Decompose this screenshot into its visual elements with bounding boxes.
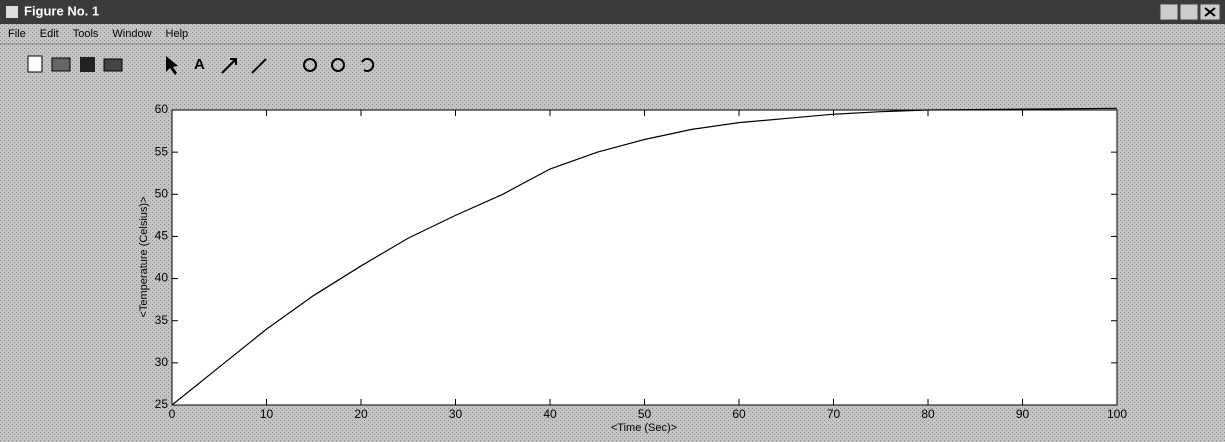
x-tick-label: 60 xyxy=(732,407,746,421)
window-buttons[interactable] xyxy=(1160,4,1220,20)
x-tick-label: 40 xyxy=(543,407,557,421)
x-tick-label: 50 xyxy=(638,407,652,421)
y-tick-label: 50 xyxy=(155,186,169,200)
x-tick-label: 0 xyxy=(169,407,176,421)
menu-item[interactable]: Window xyxy=(112,28,151,40)
maximize-button[interactable] xyxy=(1180,4,1198,20)
x-tick-label: 20 xyxy=(354,407,368,421)
plot-area xyxy=(172,110,1117,405)
y-axis-label: <Temperature (Celsius)> xyxy=(138,196,150,317)
y-tick-label: 30 xyxy=(155,355,169,369)
new-icon[interactable] xyxy=(28,56,42,72)
menu-item[interactable]: File xyxy=(8,28,26,40)
x-tick-label: 90 xyxy=(1016,407,1030,421)
x-tick-label: 80 xyxy=(921,407,935,421)
x-axis-label: <Time (Sec)> xyxy=(611,422,677,434)
window-canvas: Figure No. 1 File Edit Tools Window Help A <… xyxy=(0,0,1225,442)
open-icon[interactable] xyxy=(52,58,70,71)
y-tick-label: 40 xyxy=(155,271,169,285)
y-tick-label: 45 xyxy=(155,229,169,243)
print-icon[interactable] xyxy=(104,59,122,71)
save-icon[interactable] xyxy=(80,57,95,72)
y-tick-label: 25 xyxy=(155,397,169,411)
x-tick-label: 100 xyxy=(1107,407,1127,421)
y-tick-label: 60 xyxy=(155,102,169,116)
text-icon[interactable]: A xyxy=(194,56,205,73)
x-tick-label: 10 xyxy=(260,407,274,421)
window-icon xyxy=(6,6,18,18)
y-tick-label: 35 xyxy=(155,313,169,327)
figure-window: Figure No. 1 File Edit Tools Window Help A <… xyxy=(0,0,1225,442)
x-tick-label: 30 xyxy=(449,407,463,421)
menu-item[interactable]: Edit xyxy=(40,28,59,40)
y-tick-label: 55 xyxy=(155,144,169,158)
x-tick-label: 70 xyxy=(827,407,841,421)
title-bar xyxy=(0,0,1225,24)
menu-item[interactable]: Tools xyxy=(73,28,99,40)
menu-item[interactable]: Help xyxy=(166,28,189,40)
window-title: Figure No. 1 xyxy=(24,3,99,18)
minimize-button[interactable] xyxy=(1160,4,1178,20)
